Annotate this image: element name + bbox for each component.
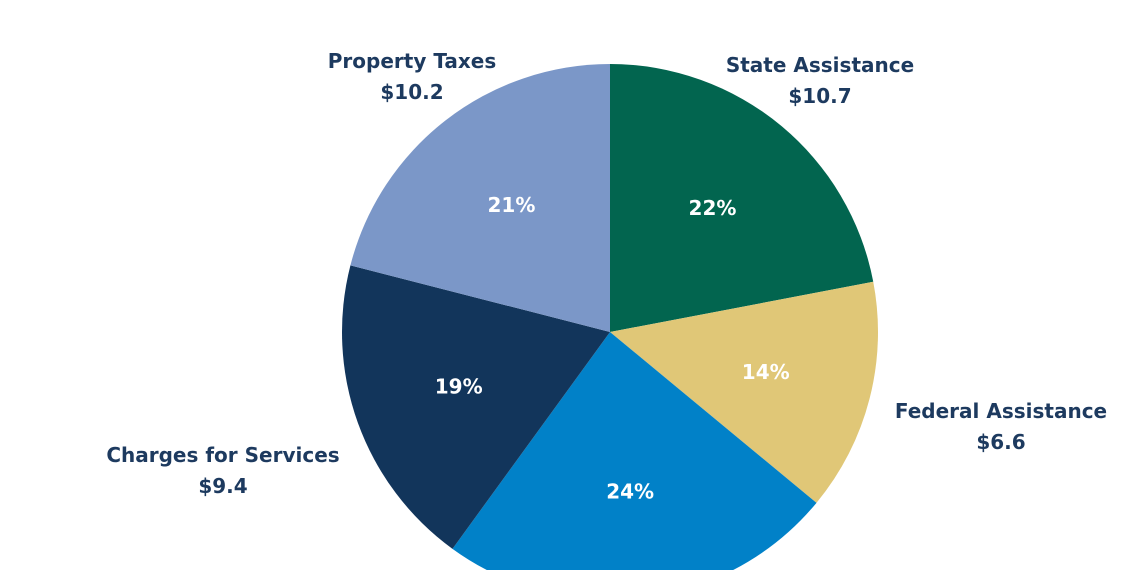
label-property-taxes: Property Taxes $10.2 [328,46,497,108]
percent-label: 21% [488,193,536,217]
percent-label: 24% [606,480,654,504]
percent-label: 19% [435,374,483,398]
percent-label: 22% [689,196,737,220]
slice-name: Charges for Services [106,443,340,467]
pie-slice-2 [452,332,817,570]
label-federal-assistance: Federal Assistance $6.6 [895,396,1107,458]
pie-slice-state-assistance [610,64,874,332]
pie-slice-charges-for-services [342,265,610,549]
slice-value: $10.2 [380,80,444,104]
slice-value: $10.7 [788,84,852,108]
percent-label: 14% [742,360,790,384]
slice-name: Property Taxes [327,49,497,73]
slice-name: State Assistance [725,53,915,77]
pie-slice-federal-assistance [610,281,878,503]
slice-name: Federal Assistance [894,399,1108,423]
pie-slice-property-taxes [350,64,610,332]
slice-value: $9.4 [198,474,248,498]
label-state-assistance: State Assistance $10.7 [726,50,914,112]
label-charges-for-services: Charges for Services $9.4 [106,440,339,502]
slice-value: $6.6 [976,430,1026,454]
